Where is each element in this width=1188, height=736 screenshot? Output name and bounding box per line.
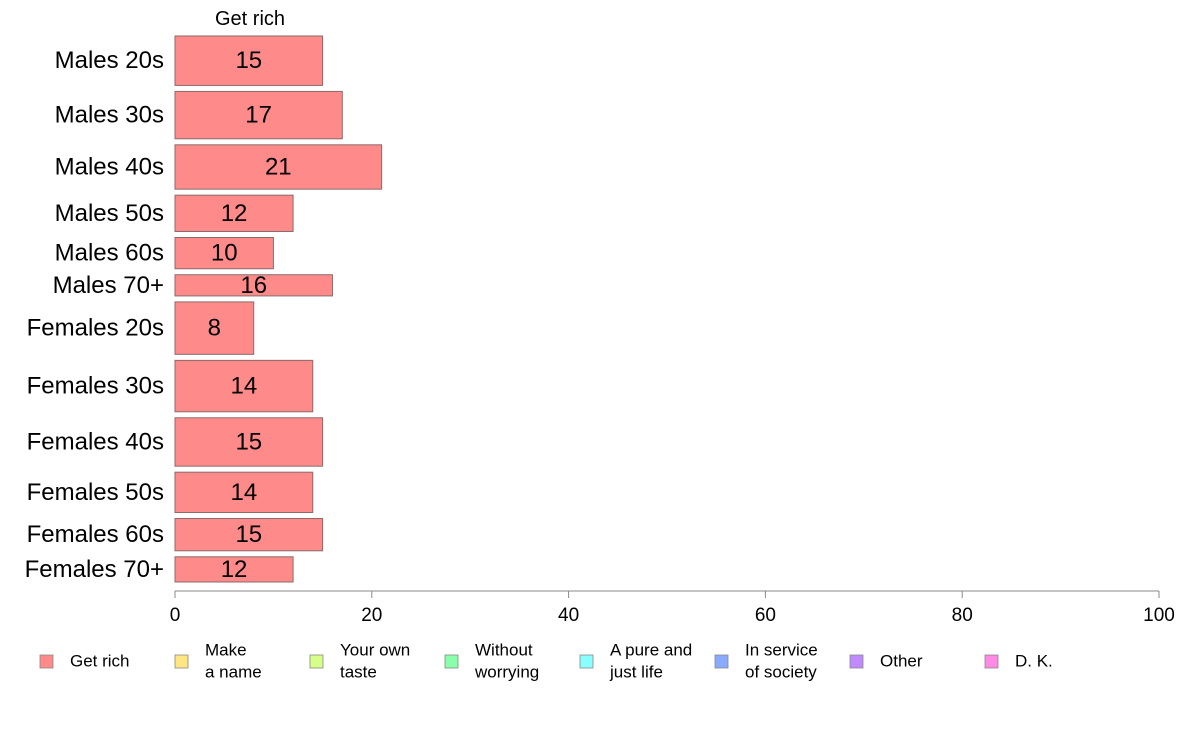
category-label: Females 20s — [27, 315, 164, 342]
legend-swatch — [849, 654, 864, 669]
data-label: 14 — [231, 479, 258, 506]
category-label: Females 60s — [27, 521, 164, 548]
legend-swatch — [309, 654, 324, 669]
legend: Get rich Make a name Your own taste Without wo… — [39, 641, 1053, 682]
legend-swatch — [39, 654, 54, 669]
data-label: 21 — [265, 153, 292, 180]
x-axis: 0 20 40 60 80 100 — [170, 590, 1175, 626]
x-tick-label: 0 — [170, 605, 181, 626]
bar — [174, 274, 333, 297]
legend-label: A pure and — [610, 641, 692, 660]
bar — [174, 359, 314, 413]
bar — [174, 518, 324, 552]
data-label: 15 — [235, 47, 262, 74]
data-label: 10 — [211, 240, 238, 267]
legend-label: Without — [475, 641, 533, 660]
data-label: 15 — [235, 521, 262, 548]
legend-label: Other — [880, 652, 923, 671]
data-label: 15 — [235, 428, 262, 455]
x-tick-label: 40 — [558, 605, 579, 626]
x-tick-label: 100 — [1143, 605, 1175, 626]
legend-label: Make — [205, 641, 247, 660]
bar — [174, 417, 324, 467]
data-label: 14 — [231, 373, 258, 400]
x-tick-label: 20 — [361, 605, 382, 626]
legend-label: worrying — [474, 663, 539, 682]
bar — [174, 35, 324, 86]
bar — [174, 556, 294, 583]
category-label: Males 20s — [55, 47, 164, 74]
data-label: 8 — [208, 315, 221, 342]
legend-swatch — [444, 654, 459, 669]
category-label: Males 60s — [55, 240, 164, 267]
legend-label: just life — [609, 663, 663, 682]
bar — [174, 90, 343, 140]
category-label: Females 30s — [27, 373, 164, 400]
x-tick-label: 80 — [952, 605, 973, 626]
bar — [174, 144, 383, 190]
category-label: Males 50s — [55, 200, 164, 227]
legend-swatch — [174, 654, 189, 669]
legend-label: Get rich — [70, 652, 130, 671]
data-label: 12 — [221, 556, 248, 583]
data-label: 17 — [245, 102, 272, 129]
data-label: 12 — [221, 200, 248, 227]
bar — [174, 301, 255, 355]
bar — [174, 471, 314, 514]
bar-group: Males 20s 15 Males 30s 17 Males 40s 21 Males 5… — [25, 35, 383, 583]
legend-label: of society — [745, 663, 817, 682]
category-label: Females 70+ — [25, 556, 164, 583]
category-label: Males 70+ — [53, 272, 164, 299]
category-label: Males 40s — [55, 153, 164, 180]
data-label: 16 — [240, 272, 267, 299]
legend-swatch — [579, 654, 594, 669]
category-label: Females 40s — [27, 428, 164, 455]
legend-swatch — [984, 654, 999, 669]
legend-label: taste — [340, 663, 377, 682]
legend-label: a name — [205, 663, 262, 682]
legend-label: In service — [745, 641, 818, 660]
bar — [174, 194, 294, 232]
legend-label: D. K. — [1015, 652, 1053, 671]
bar — [174, 236, 274, 270]
chart-title: Get rich — [215, 8, 285, 30]
legend-swatch — [714, 654, 729, 669]
x-tick-label: 60 — [755, 605, 776, 626]
category-label: Males 30s — [55, 102, 164, 129]
category-label: Females 50s — [27, 479, 164, 506]
legend-label: Your own — [340, 641, 410, 660]
